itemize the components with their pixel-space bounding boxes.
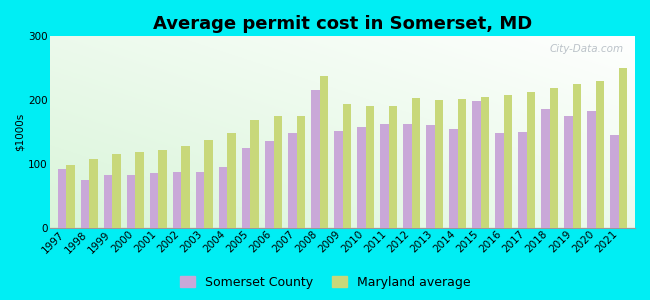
Title: Average permit cost in Somerset, MD: Average permit cost in Somerset, MD [153, 15, 532, 33]
Bar [173, 172, 181, 228]
Bar [573, 84, 581, 228]
Bar [104, 176, 112, 228]
Bar [343, 104, 351, 228]
Bar [288, 133, 296, 228]
Bar [150, 173, 159, 228]
Bar [320, 76, 328, 228]
Bar [334, 130, 343, 228]
Bar [181, 146, 190, 228]
Bar [526, 92, 536, 228]
Bar [58, 169, 66, 228]
Bar [112, 154, 121, 228]
Bar [135, 152, 144, 228]
Bar [159, 150, 167, 228]
Bar [588, 111, 596, 228]
Bar [403, 124, 411, 228]
Bar [518, 132, 527, 228]
Bar [205, 140, 213, 228]
Bar [380, 124, 389, 228]
Bar [365, 106, 374, 228]
Bar [541, 110, 550, 228]
Bar [389, 106, 397, 228]
Bar [311, 90, 320, 228]
Bar [66, 165, 75, 228]
Text: City-Data.com: City-Data.com [549, 44, 623, 54]
Bar [127, 176, 135, 228]
Bar [481, 97, 489, 228]
Bar [435, 100, 443, 228]
Bar [619, 68, 627, 228]
Bar [296, 116, 305, 228]
Bar [89, 159, 98, 228]
Y-axis label: $1000s: $1000s [15, 113, 25, 151]
Bar [81, 180, 89, 228]
Bar [242, 148, 250, 228]
Bar [495, 133, 504, 228]
Bar [610, 135, 619, 228]
Bar [274, 116, 282, 228]
Bar [564, 116, 573, 228]
Bar [250, 120, 259, 228]
Bar [219, 167, 227, 228]
Bar [227, 133, 236, 228]
Legend: Somerset County, Maryland average: Somerset County, Maryland average [175, 271, 475, 294]
Bar [596, 81, 605, 228]
Bar [265, 142, 274, 228]
Bar [411, 98, 420, 228]
Bar [458, 99, 466, 228]
Bar [472, 101, 481, 228]
Bar [196, 172, 205, 228]
Bar [357, 127, 365, 228]
Bar [550, 88, 558, 228]
Bar [449, 129, 458, 228]
Bar [504, 95, 512, 228]
Bar [426, 125, 435, 228]
